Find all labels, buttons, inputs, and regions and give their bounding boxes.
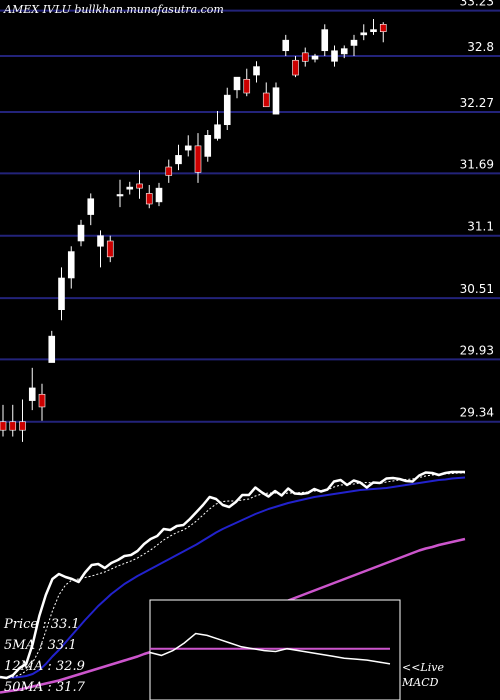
price-grid: 33.23 32.8 32.27 31.69 31.1 30.51 29.93 29.34: [0, 0, 500, 423]
candle-body: [77, 224, 85, 242]
candle-body: [350, 39, 358, 46]
stat-price-value: 33.1: [50, 617, 80, 632]
candle-body: [58, 277, 65, 311]
candle-body: [0, 421, 7, 431]
y-tick-label: 31.1: [467, 220, 494, 234]
stat-ma5-value: 33.1: [47, 638, 77, 653]
candle-body: [194, 145, 202, 173]
candle-body: [106, 240, 114, 258]
candle-body: [223, 94, 231, 126]
stat-ma12-value: 32.9: [55, 659, 85, 674]
candle-body: [67, 251, 75, 279]
y-tick-label: 31.69: [460, 157, 494, 171]
stat-price-label: Price: [4, 617, 39, 632]
candle-body: [136, 183, 143, 189]
candle-body: [145, 193, 153, 205]
y-tick-label: 30.51: [460, 282, 494, 296]
candle-body: [272, 87, 280, 115]
candle-body: [165, 166, 173, 176]
candle-body: [97, 235, 104, 247]
candle-body: [292, 59, 299, 76]
stat-ma5-label: 5MA: [4, 638, 35, 653]
candle-body: [87, 198, 95, 215]
y-tick-label: 29.93: [460, 343, 494, 357]
ma12-line: [0, 476, 466, 679]
site-label: bullkhan.munafasutra.com: [74, 3, 224, 16]
candle-body: [321, 29, 329, 52]
stat-ma50: 50MA : 31.7: [4, 680, 85, 695]
candle-body: [370, 29, 377, 33]
price-line: [0, 470, 465, 680]
stat-price: Price : 33.1: [4, 617, 80, 632]
y-tick-label: 32.27: [460, 96, 494, 110]
macd-panel: [149, 632, 391, 665]
macd-line: [149, 632, 391, 665]
candle-body: [262, 92, 270, 108]
ma5-line: [0, 472, 465, 678]
candle-body: [243, 78, 251, 94]
candle-body: [233, 76, 241, 91]
y-tick-label: 29.34: [460, 406, 494, 420]
candle-body: [340, 48, 348, 55]
candle-body: [155, 187, 163, 203]
stat-ma12-label: 12MA: [4, 659, 44, 674]
candle-body: [184, 145, 192, 151]
candle-body: [253, 66, 260, 76]
stat-ma5: 5MA : 33.1: [4, 638, 77, 653]
candle-body: [48, 335, 56, 363]
y-tick-label: 32.8: [467, 40, 494, 54]
chart-header: AMEX IVLU bullkhan.munafasutra.com: [4, 3, 224, 16]
candles: [0, 19, 387, 442]
candle-body: [311, 55, 319, 60]
candle-body: [9, 421, 17, 431]
macd-title-label: MACD: [402, 676, 439, 689]
exchange-label: AMEX: [4, 3, 40, 16]
candle-body: [175, 155, 182, 165]
macd-panel-frame: [149, 599, 401, 700]
candle-body: [360, 32, 368, 36]
stat-ma12: 12MA : 32.9: [4, 659, 85, 674]
symbol-label: IVLU: [42, 3, 71, 16]
candle-body: [204, 134, 212, 157]
candle-body: [116, 194, 124, 197]
candle-body: [38, 393, 46, 408]
candle-body: [19, 421, 26, 431]
y-tick-label: 33.23: [460, 0, 494, 9]
candle-body: [126, 186, 134, 190]
candle-body: [214, 124, 221, 139]
stat-ma50-label: 50MA: [4, 680, 44, 695]
stat-ma50-value: 31.7: [55, 680, 85, 695]
candle-body: [331, 50, 338, 62]
candle-body: [301, 52, 309, 62]
macd-live-label: <<Live: [402, 661, 444, 674]
candle-body: [282, 39, 290, 52]
candle-body: [28, 387, 36, 401]
candle-body: [379, 24, 387, 33]
